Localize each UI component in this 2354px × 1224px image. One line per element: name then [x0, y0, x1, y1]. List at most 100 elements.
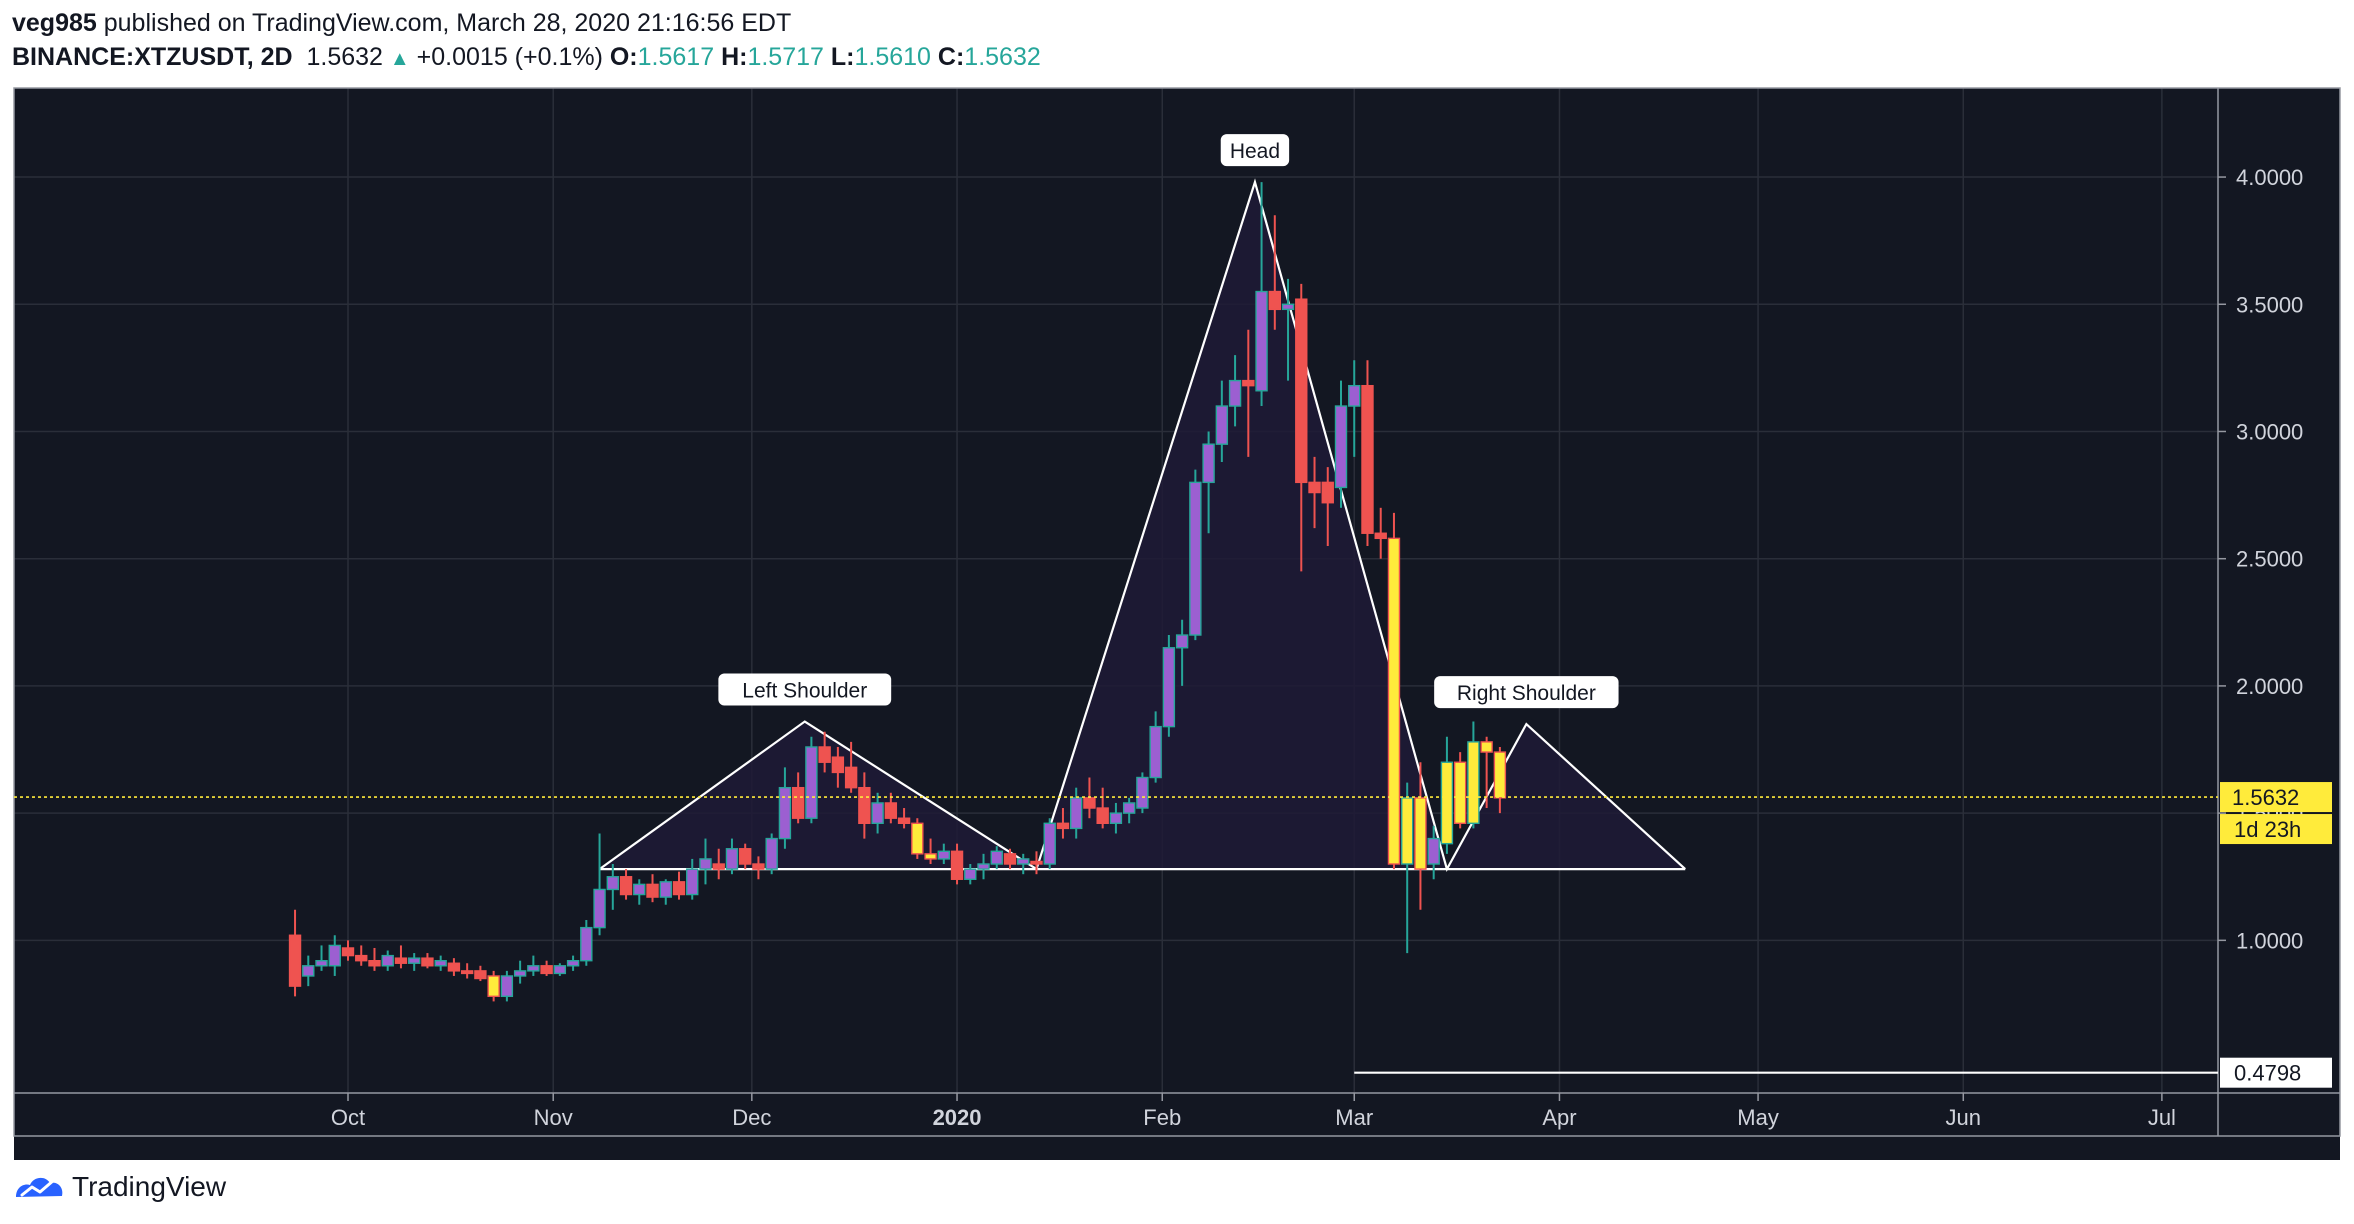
- triangle-up-icon: ▲: [389, 48, 410, 70]
- candle-body: [1493, 751, 1507, 799]
- price-chart[interactable]: Left Shoulder Head Right Shoulder 1.0000 1.5…: [0, 0, 2354, 1160]
- current-price-badge-text: 1.5632: [2232, 785, 2299, 810]
- candle-body: [1374, 532, 1387, 540]
- candle-body: [1069, 797, 1083, 830]
- candle: [871, 792, 884, 834]
- candle-body: [368, 959, 381, 967]
- candle: [1348, 360, 1361, 457]
- candle-body: [619, 876, 633, 896]
- open-value: 1.5617: [637, 43, 715, 71]
- candle: [1228, 355, 1242, 427]
- candle-body: [990, 850, 1003, 865]
- candle-body: [394, 957, 408, 964]
- candle: [1202, 431, 1215, 534]
- candle: [408, 953, 421, 971]
- candle: [1030, 851, 1043, 875]
- footer-brand[interactable]: TradingView: [72, 1171, 227, 1202]
- candle-body: [977, 863, 990, 870]
- candle: [712, 848, 725, 880]
- candle-body: [447, 962, 461, 972]
- candle-body: [1480, 741, 1493, 753]
- candle-body: [699, 858, 712, 870]
- candle-body: [633, 883, 646, 896]
- candle: [1083, 777, 1096, 819]
- last-price: 1.5632: [306, 43, 383, 71]
- candle-body: [1427, 837, 1440, 865]
- candle-body: [805, 746, 818, 819]
- candle: [1096, 787, 1109, 829]
- publisher-name[interactable]: veg985: [12, 9, 97, 37]
- x-tick-label: Feb: [1143, 1105, 1181, 1130]
- candle-body: [1083, 797, 1096, 809]
- chart-frame: [13, 87, 2341, 1137]
- candle-body: [553, 965, 567, 975]
- candle: [1069, 787, 1083, 839]
- bottom-line-badge: 0.4798: [2220, 1057, 2332, 1088]
- candle-body: [408, 957, 421, 964]
- candle: [1440, 736, 1454, 854]
- head-area: [1036, 182, 1447, 870]
- pattern-label: Head: [1220, 134, 1290, 167]
- candle-body: [858, 786, 871, 825]
- candle: [831, 746, 845, 788]
- candle-body: [381, 954, 394, 967]
- candle: [1056, 808, 1070, 839]
- candle-body: [752, 863, 765, 870]
- candle-body: [1414, 797, 1427, 870]
- candle-body: [1162, 647, 1176, 728]
- candle-body: [315, 959, 328, 967]
- chart-pane: [14, 88, 2218, 1136]
- candle-body: [818, 746, 831, 763]
- candle-body: [844, 766, 858, 789]
- candle-body: [1255, 290, 1268, 392]
- candle-body: [1387, 537, 1401, 865]
- footer: TradingView: [14, 1166, 226, 1208]
- x-tick-label: Mar: [1335, 1105, 1373, 1130]
- candle-body: [1136, 776, 1149, 809]
- candle: [672, 871, 686, 900]
- candle: [791, 772, 805, 824]
- candle: [884, 792, 898, 824]
- close-value: 1.5632: [964, 43, 1041, 71]
- candle: [341, 940, 355, 961]
- candle-body: [566, 959, 580, 967]
- candle-body: [288, 934, 302, 987]
- published-text: published on TradingView.com, March 28, …: [103, 9, 792, 37]
- candle: [1400, 782, 1414, 954]
- candle: [725, 838, 739, 875]
- candle-body: [434, 959, 447, 967]
- candle-body: [1440, 761, 1454, 845]
- pattern-label-box: [1220, 134, 1290, 167]
- candle-body: [1334, 405, 1348, 489]
- pattern-label: Right Shoulder: [1434, 676, 1619, 709]
- candle: [924, 838, 937, 865]
- candle: [977, 853, 990, 880]
- candle: [659, 879, 672, 905]
- y-tick-label: 3.5000: [2236, 292, 2303, 317]
- candle-body: [871, 802, 884, 825]
- candle: [460, 963, 474, 979]
- candle: [1003, 848, 1017, 870]
- candle: [1122, 797, 1136, 824]
- candle: [1414, 762, 1427, 910]
- candle-body: [606, 876, 619, 891]
- candle: [1387, 512, 1401, 870]
- candle: [1493, 746, 1507, 814]
- candle: [553, 963, 567, 976]
- candle: [964, 864, 977, 885]
- candles: [288, 182, 1507, 1002]
- candle: [1295, 283, 1308, 572]
- candle: [1361, 360, 1374, 546]
- candle-body: [513, 970, 527, 977]
- candle-body: [1361, 384, 1374, 534]
- tradingview-logo-icon[interactable]: [14, 1171, 66, 1203]
- candle: [1480, 736, 1493, 809]
- candle-body: [1189, 481, 1202, 636]
- candle-body: [1268, 290, 1282, 311]
- candle-body: [1003, 853, 1017, 865]
- pattern-label-text: Head: [1230, 140, 1280, 163]
- publish-info: veg985 published on TradingView.com, Mar…: [12, 6, 791, 40]
- bottom-line-badge-box: [2220, 1057, 2332, 1088]
- candle-body: [580, 926, 593, 962]
- x-tick-label: May: [1737, 1105, 1779, 1130]
